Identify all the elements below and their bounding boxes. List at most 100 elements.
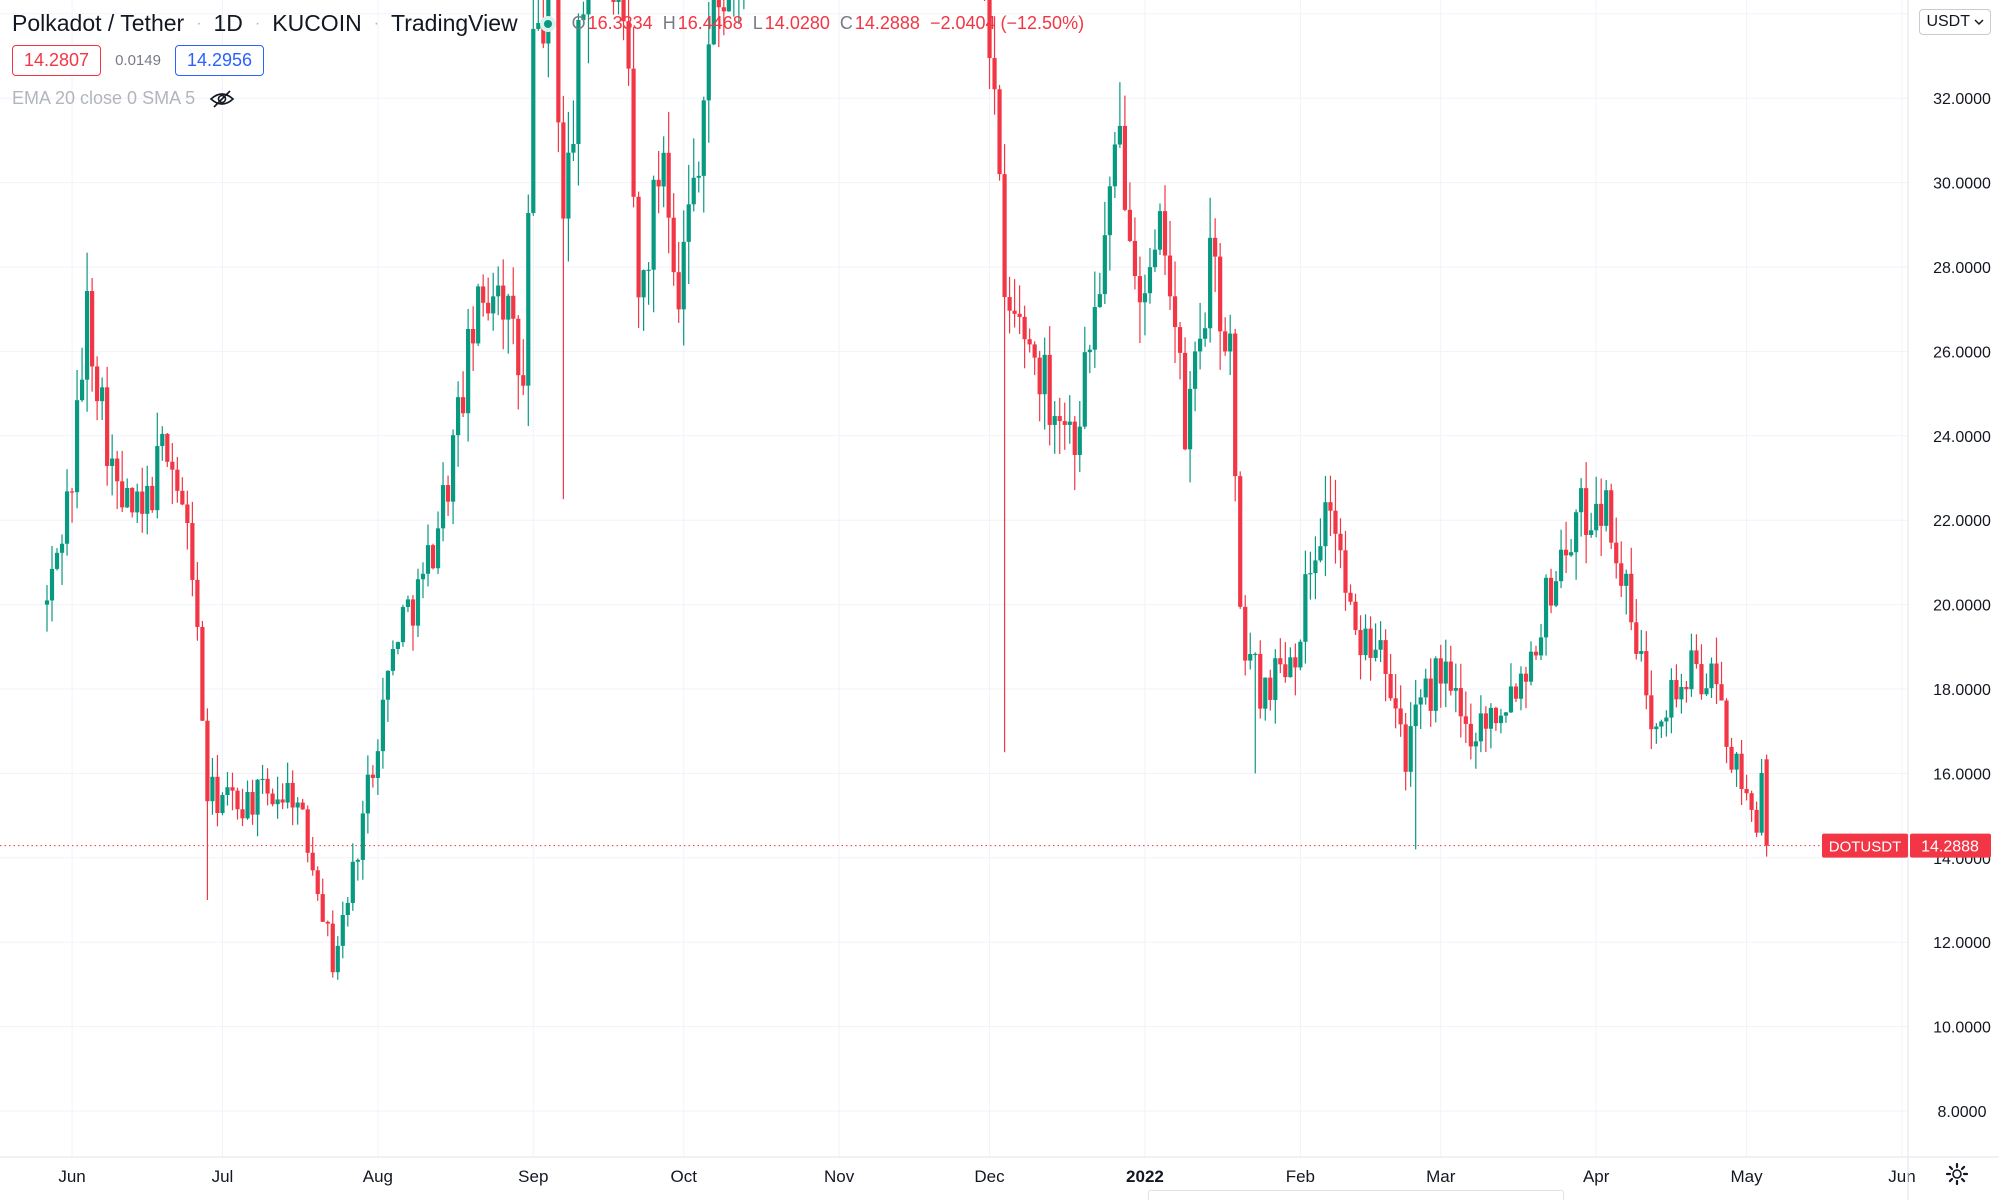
candle-body [1228, 333, 1233, 352]
buy-price-button[interactable]: 14.2956 [174, 45, 265, 76]
candle [1097, 272, 1102, 308]
time-axis-label: Oct [670, 1167, 697, 1186]
candle [636, 191, 641, 328]
candle-body [636, 196, 641, 298]
candle-body [1594, 503, 1599, 531]
time-axis-label: Apr [1583, 1167, 1610, 1186]
candle-body [1022, 316, 1027, 340]
candle [1614, 517, 1619, 579]
candle-body [1283, 664, 1288, 678]
chevron-down-icon [1974, 18, 1984, 26]
candle [395, 641, 401, 655]
candle [1754, 801, 1759, 838]
candle-body [716, 0, 721, 8]
sell-price-button[interactable]: 14.2807 [12, 45, 102, 76]
candle [435, 511, 441, 575]
candle-body [74, 400, 80, 493]
candle [1528, 641, 1534, 686]
candle-body [566, 152, 571, 219]
candle-body [355, 859, 360, 862]
candle-body [1373, 649, 1378, 658]
candle-body [1754, 809, 1759, 833]
candle-body [541, 23, 546, 44]
candle [1764, 754, 1769, 857]
candle-body [1759, 773, 1764, 833]
candle-body [165, 433, 170, 462]
symbol-legend[interactable]: Polkadot / Tether · 1D · KUCOIN · Tradin… [12, 10, 1094, 37]
candle [215, 755, 220, 827]
candle-body [1614, 542, 1619, 564]
candle [983, 0, 986, 2]
candle-body [270, 793, 275, 805]
eye-crossed-icon[interactable] [209, 89, 235, 109]
candle [716, 0, 721, 48]
candle [1428, 658, 1433, 727]
candle-body [100, 387, 105, 402]
candle-body [1463, 716, 1468, 724]
gear-icon[interactable] [1945, 1162, 1969, 1186]
candle-body [110, 458, 115, 467]
candle-body [280, 799, 285, 803]
candle [345, 896, 350, 927]
candle [1137, 256, 1143, 344]
candle [1468, 703, 1473, 760]
currency-select[interactable]: USDT [1919, 9, 1991, 35]
candle-body [1589, 530, 1594, 536]
candle [1579, 478, 1584, 537]
candle-body [150, 485, 155, 511]
price-axis-label: 24.0000 [1933, 429, 1991, 446]
candle [1122, 95, 1127, 212]
candle-body [140, 491, 145, 514]
bid-ask-row: 14.2807 0.0149 14.2956 [12, 45, 265, 76]
candle [1523, 666, 1529, 709]
candle-body [711, 0, 716, 45]
candle-body [54, 552, 60, 569]
candle-body [1238, 476, 1243, 607]
candle [1744, 774, 1749, 801]
candle [1508, 663, 1514, 714]
candle-body [1097, 294, 1102, 308]
candle-body [1483, 713, 1488, 729]
candle-body [671, 217, 676, 273]
open-key: O [571, 13, 586, 33]
candle-body [1147, 267, 1153, 294]
candle [1027, 328, 1032, 353]
interval-label[interactable]: 1D [213, 10, 243, 36]
candle-body [521, 375, 526, 386]
time-axis-label: Jun [58, 1167, 85, 1186]
candle [190, 501, 195, 597]
candle [320, 878, 325, 923]
candle [315, 866, 320, 901]
candle-body [1162, 211, 1168, 256]
candle-body [375, 751, 380, 778]
candle [656, 150, 661, 214]
candle [586, 0, 591, 64]
indicator-label[interactable]: EMA 20 close 0 SMA 5 [12, 88, 196, 108]
candle [581, 1, 586, 22]
candle-body [1253, 653, 1258, 656]
bottom-panel-handle[interactable] [1148, 1190, 1564, 1200]
candle-body [360, 813, 365, 860]
candle [1558, 529, 1564, 589]
time-axis-label: Feb [1286, 1167, 1315, 1186]
symbol-name[interactable]: Polkadot / Tether [12, 10, 185, 36]
candle [738, 0, 740, 25]
candle [733, 0, 735, 17]
time-axis-label: Jul [212, 1167, 234, 1186]
candle-body [1629, 573, 1634, 623]
candle-body [1067, 421, 1072, 425]
candle-body [1378, 640, 1383, 650]
candle [1192, 341, 1198, 412]
candle [370, 765, 375, 788]
candle [290, 770, 295, 826]
candle [335, 936, 340, 980]
candle [425, 524, 431, 587]
candle-body [1353, 601, 1358, 631]
candle [1353, 593, 1358, 635]
candle [1343, 530, 1348, 611]
candle [1453, 663, 1458, 713]
candle-body [190, 523, 195, 580]
candle [95, 356, 100, 421]
indicator-legend[interactable]: EMA 20 close 0 SMA 5 [12, 88, 235, 109]
